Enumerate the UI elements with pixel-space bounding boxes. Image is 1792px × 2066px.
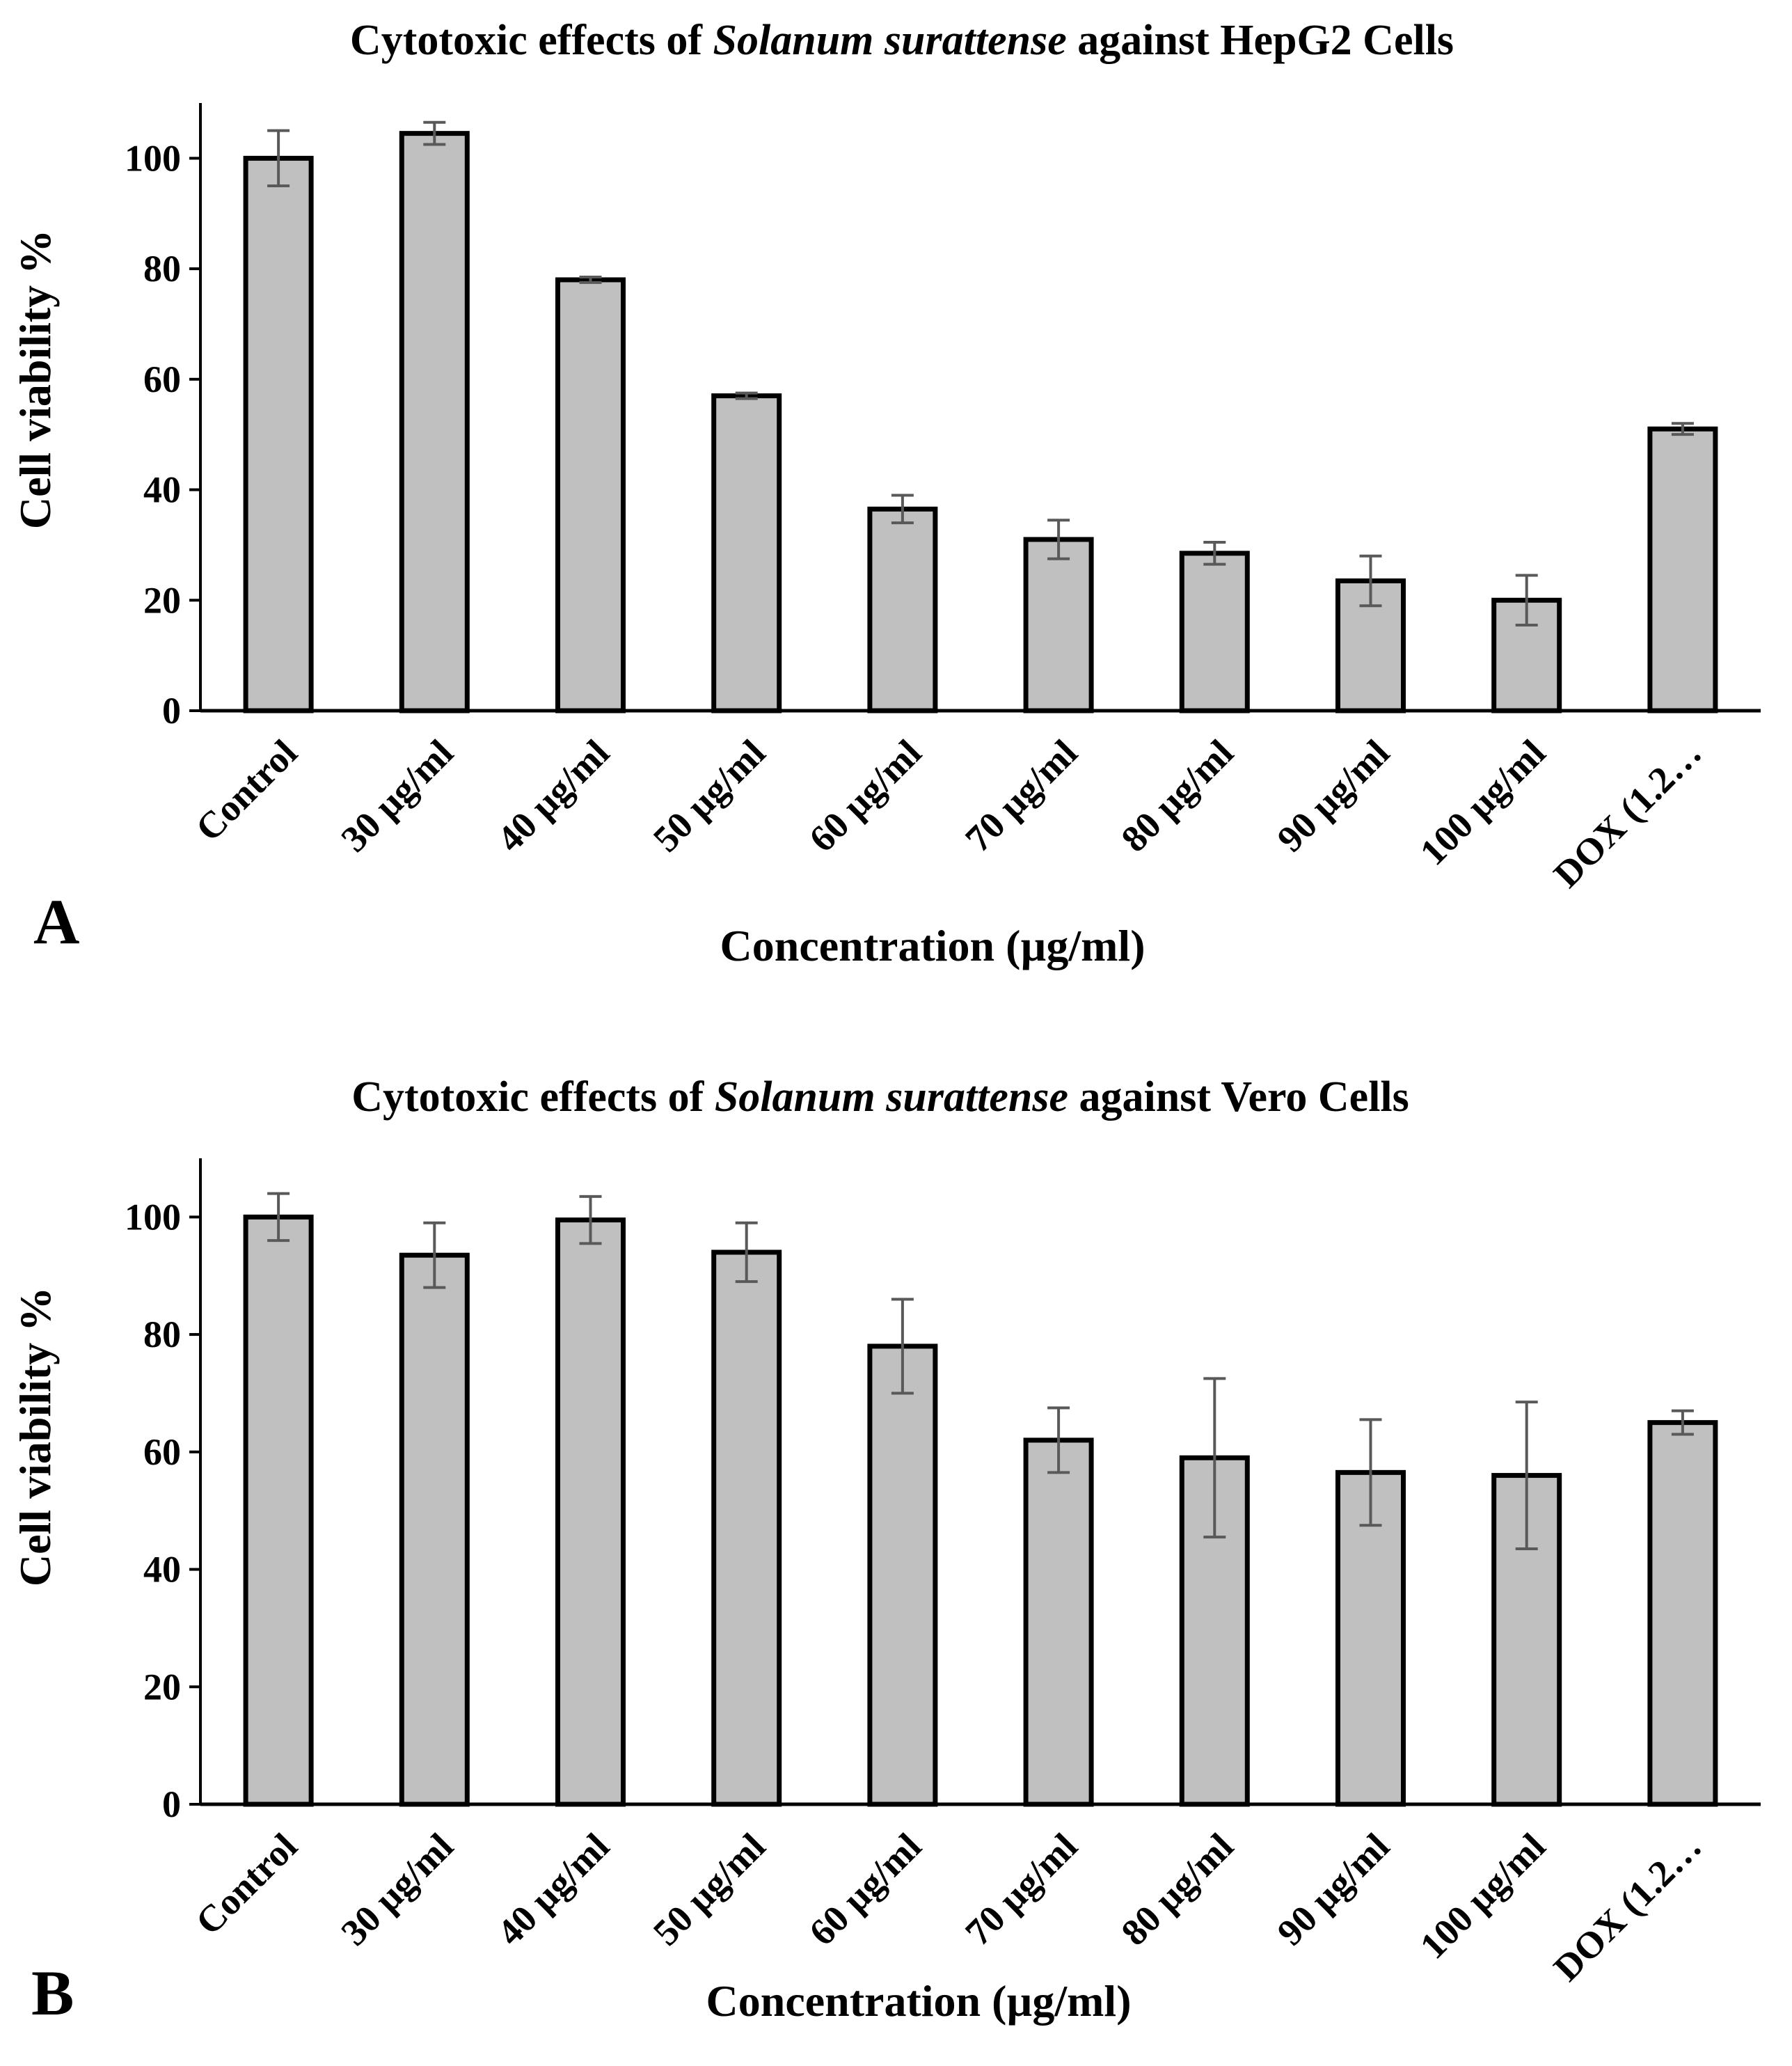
error-bar [267, 129, 290, 188]
x-tick-label: 70 µg/ml [957, 1825, 1085, 1953]
x-tick-label: 100 µg/ml [1412, 732, 1553, 873]
error-bar [735, 391, 758, 400]
bar [711, 393, 782, 713]
error-bar [735, 1221, 758, 1284]
x-tick-label: 30 µg/ml [333, 732, 461, 860]
bar [555, 1217, 626, 1807]
error-bar [1047, 519, 1070, 560]
error-bar [1671, 422, 1694, 436]
x-tick-label: 70 µg/ml [957, 732, 1085, 860]
error-bar [423, 120, 446, 146]
x-tick-label: 90 µg/ml [1269, 732, 1397, 860]
error-bar [579, 275, 602, 284]
x-tick-label: 40 µg/ml [489, 1825, 617, 1953]
y-tick-label: 60 [143, 358, 181, 400]
bar [1023, 1437, 1094, 1807]
bar [1179, 551, 1250, 713]
y-axis-label: Cell viability % [10, 230, 60, 529]
error-bar [1203, 540, 1226, 566]
y-tick-label: 100 [125, 1196, 181, 1238]
x-tick-label: DOX (1.2… [1546, 732, 1709, 895]
error-bar [1203, 1377, 1226, 1539]
error-bar [1359, 1418, 1382, 1527]
error-bar [579, 1194, 602, 1245]
chart-panel-b: Cytotoxic effects of Solanum surattense … [0, 1033, 1792, 2066]
chart-title: Cytotoxic effects of Solanum surattense … [350, 17, 1454, 64]
x-tick-label: 100 µg/ml [1412, 1825, 1553, 1966]
chart-panel-a: Cytotoxic effects of Solanum surattense … [10, 17, 1761, 970]
x-tick-label: DOX (1.2… [1546, 1825, 1709, 1989]
x-tick-label: 30 µg/ml [333, 1825, 461, 1953]
x-tick-label: 60 µg/ml [801, 732, 929, 860]
error-bar [1515, 574, 1538, 626]
bar [1647, 1420, 1718, 1807]
y-tick-label: 60 [143, 1431, 181, 1473]
x-tick-label: 90 µg/ml [1269, 1825, 1397, 1953]
bar [711, 1249, 782, 1807]
bar [867, 1343, 938, 1807]
error-bar [1359, 554, 1382, 608]
bar [399, 131, 470, 713]
bar [1023, 537, 1094, 713]
y-tick-label: 40 [143, 469, 181, 511]
y-tick-label: 100 [125, 137, 181, 179]
bar [399, 1252, 470, 1807]
x-tick-label: 60 µg/ml [801, 1825, 929, 1953]
chart-a-svg: Cytotoxic effects of Solanum surattense … [10, 17, 1761, 970]
x-axis-label: Concentration (µg/ml) [720, 921, 1145, 970]
error-bar [267, 1192, 290, 1243]
bar [243, 1214, 314, 1807]
error-bar [891, 494, 914, 525]
y-tick-label: 20 [143, 1666, 181, 1708]
plot-area: 0 20 40 60 80 100 Control 30 µg/ml 40 µg/ml 50 µg… [125, 103, 1761, 896]
y-tick-label: 0 [162, 690, 181, 732]
x-tick-label: 40 µg/ml [489, 732, 617, 860]
x-tick-label: 50 µg/ml [645, 732, 773, 860]
x-tick-label: Control [188, 1825, 306, 1943]
bar [243, 155, 314, 713]
y-tick-label: 0 [162, 1783, 181, 1825]
error-bar [1671, 1409, 1694, 1436]
panel-label: B [31, 1957, 74, 2028]
error-bar [423, 1221, 446, 1289]
chart-b-svg: Cytotoxic effects of Solanum surattense … [10, 1073, 1761, 2028]
bar [867, 506, 938, 713]
x-tick-label: Control [188, 732, 306, 849]
x-tick-label: 50 µg/ml [645, 1825, 773, 1953]
x-axis-label: Concentration (µg/ml) [706, 1976, 1132, 2026]
bar [555, 277, 626, 713]
x-tick-label: 80 µg/ml [1113, 732, 1242, 860]
y-tick-label: 40 [143, 1549, 181, 1591]
chart-title: Cytotoxic effects of Solanum surattense … [351, 1073, 1409, 1121]
y-tick-label: 20 [143, 579, 181, 621]
panel-label: A [33, 886, 79, 957]
x-tick-label: 80 µg/ml [1113, 1825, 1242, 1953]
bar [1647, 426, 1718, 713]
y-tick-label: 80 [143, 1314, 181, 1355]
error-bar [1047, 1406, 1070, 1474]
y-tick-label: 80 [143, 248, 181, 290]
error-bar [891, 1298, 914, 1395]
y-axis-label: Cell viability % [10, 1287, 60, 1586]
error-bar [1515, 1401, 1538, 1551]
plot-area: 0 20 40 60 80 100 Control 30 µg/ml 40 µg/ml 50 µg… [125, 1158, 1761, 1989]
